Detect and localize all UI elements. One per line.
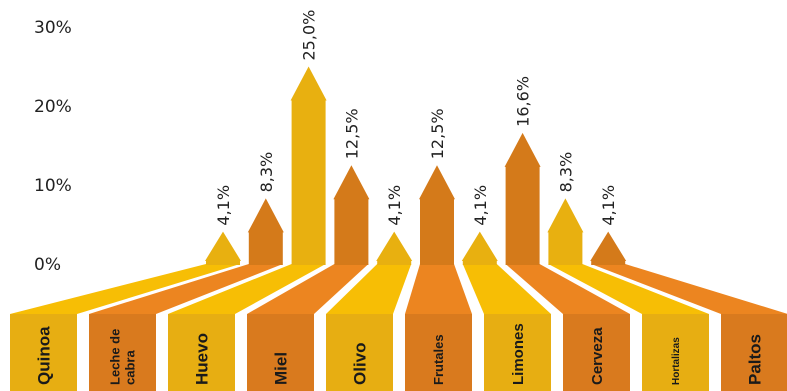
category-boxes: Quinoa Leche decabra Huevo Miel Olivo Frutale… — [10, 314, 787, 391]
value-label: 12,5% — [428, 108, 447, 159]
bar-hortalizas — [547, 198, 584, 265]
y-tick-label: 0% — [34, 255, 61, 275]
connector-ribbon — [168, 264, 326, 314]
bar-leche-de-cabra — [247, 198, 284, 265]
value-label: 25,0% — [300, 10, 319, 61]
bar-quinoa — [205, 231, 241, 265]
category-label-huevo: Huevo — [192, 333, 211, 385]
connector-ribbon — [326, 264, 412, 314]
category-label-paltos: Paltos — [745, 334, 764, 385]
y-axis: 30% 20% 10% 0% — [34, 18, 72, 275]
y-tick-label: 30% — [34, 18, 72, 38]
category-box — [89, 314, 156, 391]
category-box — [10, 314, 77, 391]
value-label: 4,1% — [599, 185, 618, 226]
connector-ribbon — [548, 264, 709, 314]
category-box — [326, 314, 393, 391]
category-label-leche-de-cabra: Leche decabra — [108, 329, 138, 385]
connector-ribbon — [247, 264, 369, 314]
bar-paltos — [590, 231, 627, 265]
bar-limones — [461, 231, 498, 265]
category-label-miel: Miel — [271, 352, 290, 385]
bar-cerveza — [504, 132, 541, 265]
connector-ribbons — [10, 264, 787, 314]
value-label: 4,1% — [471, 185, 490, 226]
value-label: 16,6% — [514, 76, 533, 127]
category-box — [247, 314, 314, 391]
category-label-hortalizas: Hortalizas — [671, 337, 682, 385]
bar-frutales — [419, 165, 455, 265]
connector-ribbon — [10, 264, 240, 314]
category-box — [642, 314, 709, 391]
bar-huevo — [290, 66, 327, 265]
value-label: 8,3% — [556, 152, 575, 193]
category-box — [563, 314, 630, 391]
connector-ribbon — [591, 264, 787, 314]
bar-olivo — [376, 231, 413, 265]
value-label: 4,1% — [385, 185, 404, 226]
category-label-olivo: Olivo — [350, 342, 369, 385]
category-label-cerveza: Cerveza — [589, 327, 606, 385]
connector-ribbon — [89, 264, 283, 314]
category-label-limones: Limones — [510, 323, 527, 385]
connector-ribbon — [462, 264, 551, 314]
value-label: 12,5% — [342, 108, 361, 159]
value-label: 4,1% — [214, 185, 233, 226]
category-box — [484, 314, 551, 391]
connector-ribbon — [405, 264, 472, 314]
bar-miel — [333, 165, 370, 265]
connector-ribbon — [505, 264, 630, 314]
category-box — [168, 314, 235, 391]
category-box — [721, 314, 787, 391]
category-label-quinoa: Quinoa — [34, 326, 53, 385]
y-tick-label: 10% — [34, 176, 72, 196]
y-tick-label: 20% — [34, 97, 72, 117]
category-box — [405, 314, 472, 391]
category-label-frutales: Frutales — [431, 334, 446, 385]
value-label: 8,3% — [257, 152, 276, 193]
value-arrows: 4,1% 8,3% 25,0% 12,5% 4,1% 12,5% 4,1% 16,6% 8,3%… — [205, 10, 627, 265]
